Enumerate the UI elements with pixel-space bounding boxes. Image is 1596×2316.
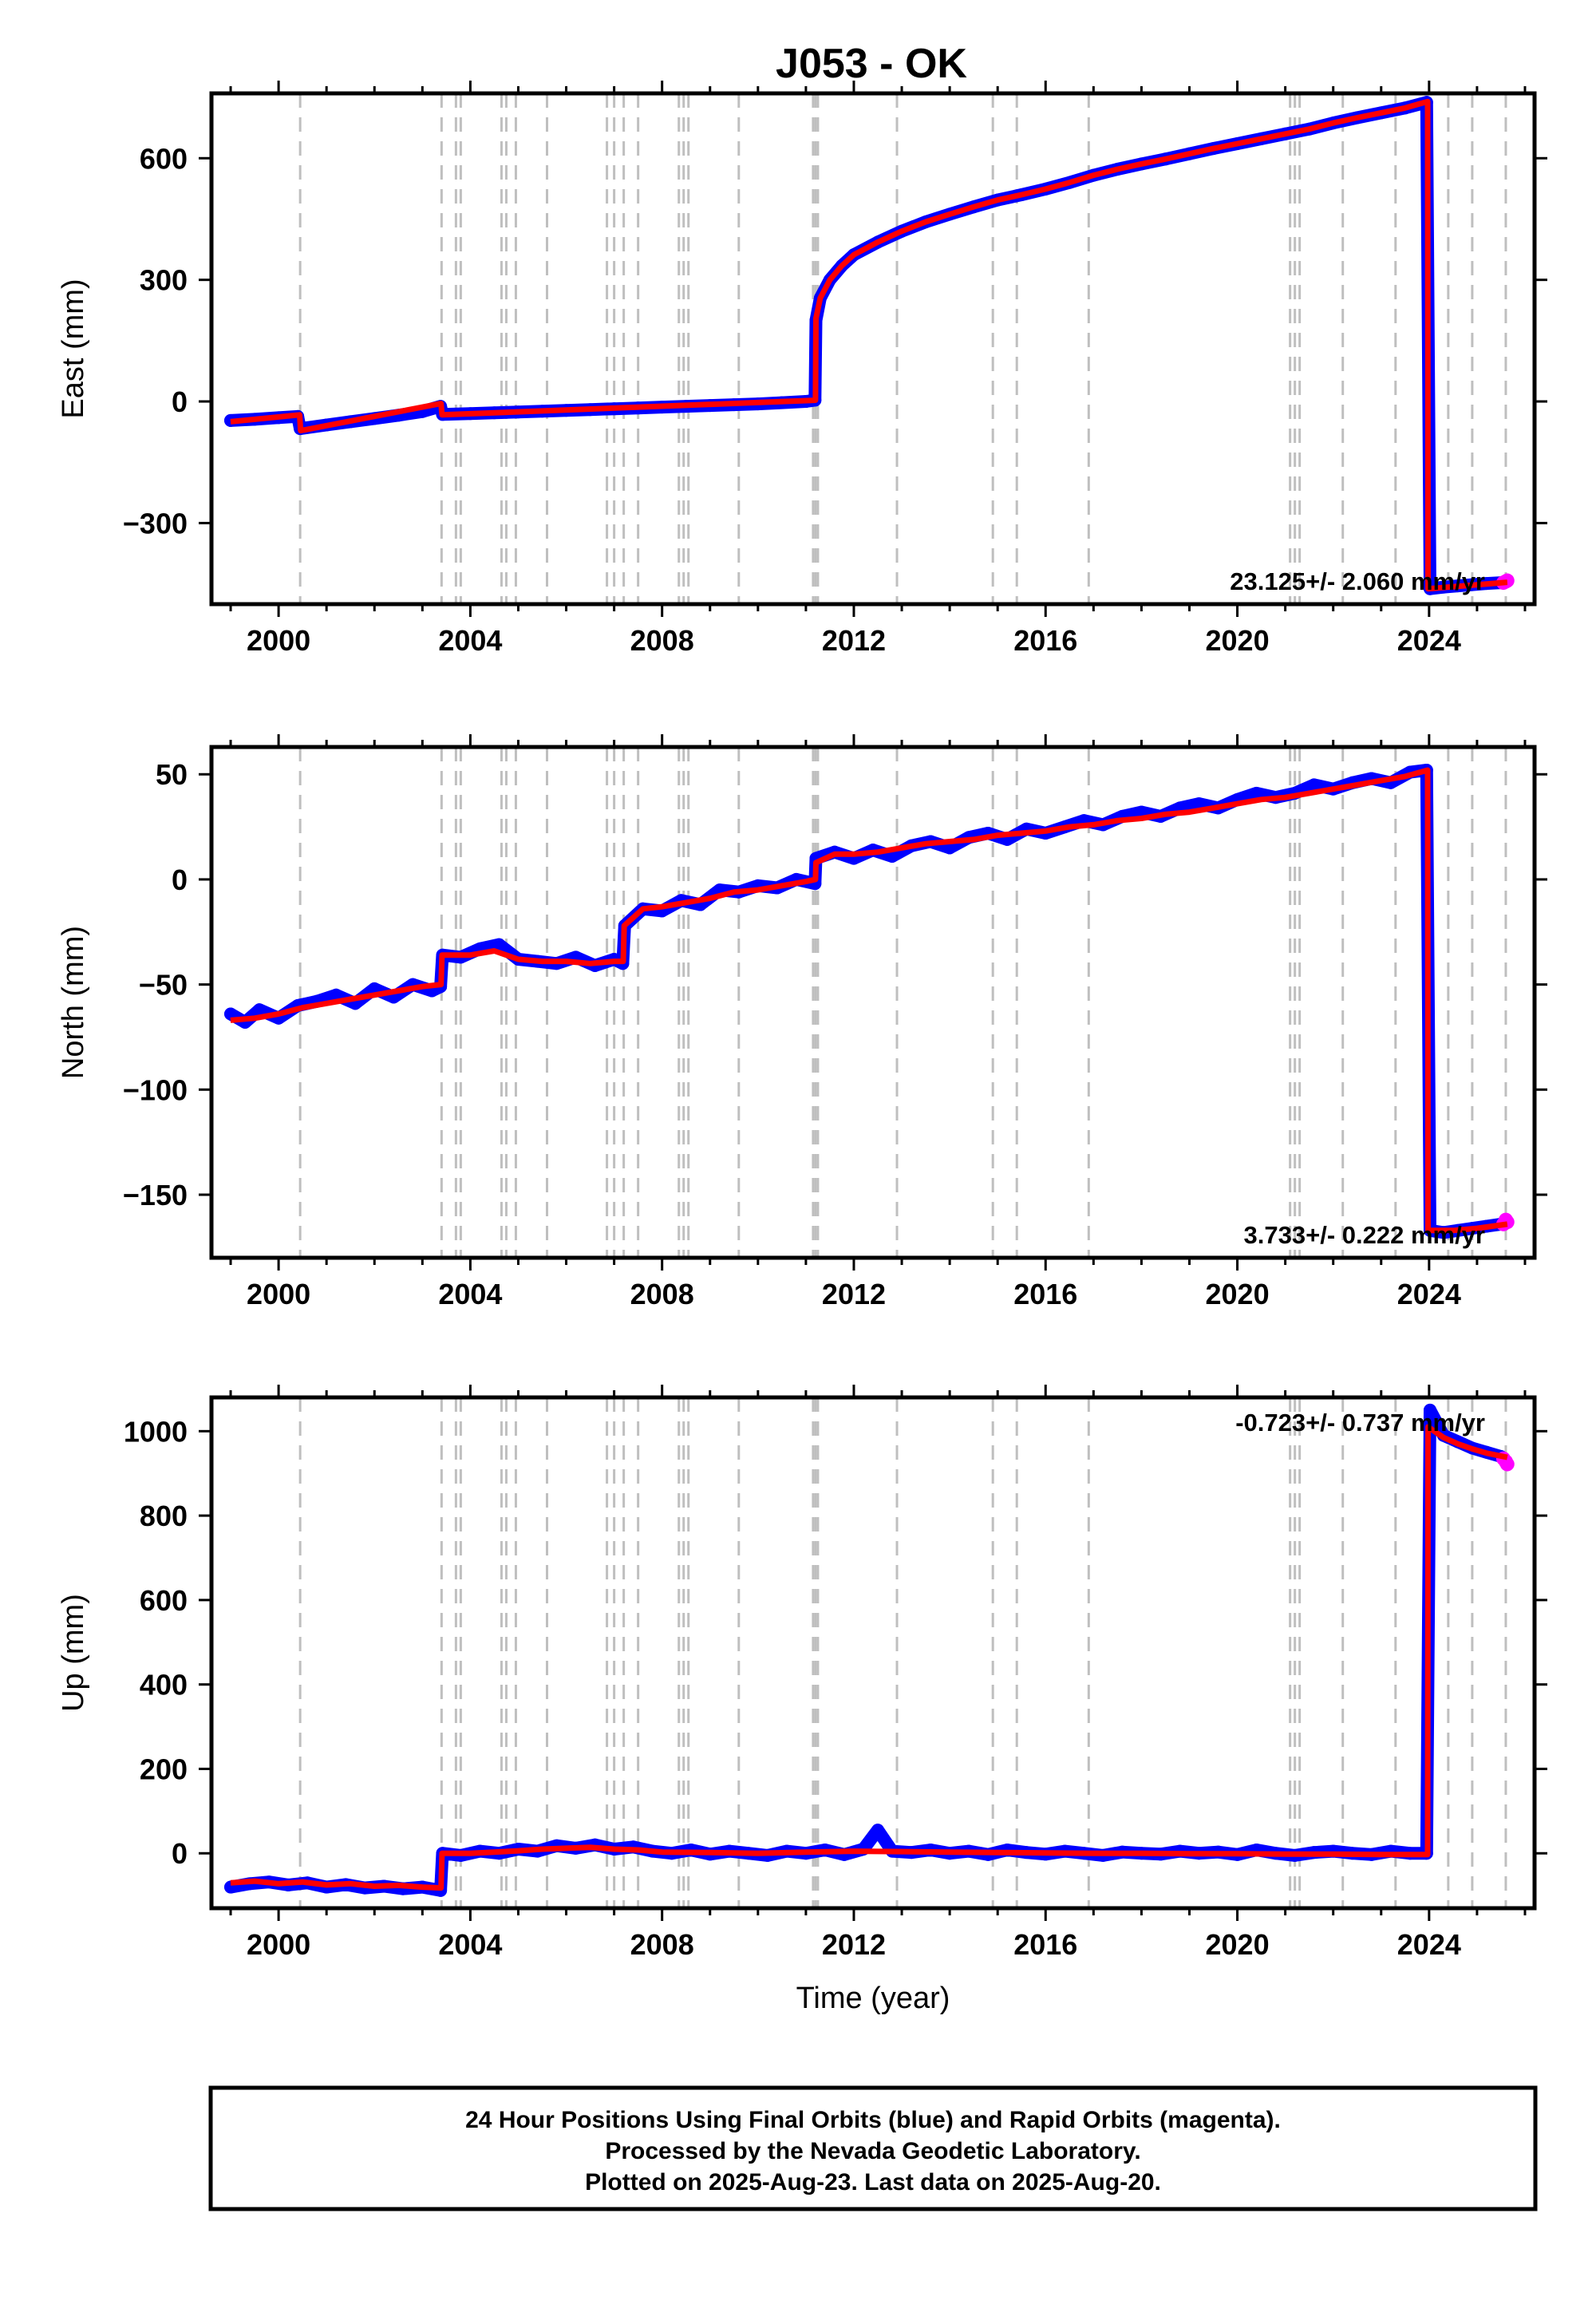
plot-frame — [209, 91, 1537, 607]
up-panel: 2000 2004 2008 2012 2016 2020 2024 0 200 400 600 80… — [57, 1385, 1547, 2015]
final-orbit-point — [224, 1007, 238, 1021]
y-tick-label: 800 — [140, 1500, 188, 1532]
footer-line: 24 Hour Positions Using Final Orbits (bl… — [465, 2107, 1281, 2133]
velocity-rate-label: 23.125+/- 2.060 mm/yr — [1230, 567, 1485, 595]
final-orbit-point — [871, 1824, 885, 1837]
rapid-orbit-point — [1499, 1456, 1515, 1472]
final-orbit-point — [1192, 797, 1206, 811]
y-tick-label: 50 — [156, 758, 188, 791]
plot-frame — [209, 1395, 1537, 1911]
x-tick-label: 2024 — [1397, 1278, 1461, 1310]
event-lines — [298, 1397, 1507, 1908]
final-orbit-point — [1424, 1403, 1437, 1417]
event-lines — [298, 747, 1507, 1258]
x-tick-label: 2008 — [630, 1928, 694, 1961]
y-axis-label: Up (mm) — [57, 1594, 90, 1712]
y-tick-label: 1000 — [124, 1415, 188, 1448]
final-orbit-point — [492, 938, 506, 951]
model-fit-line — [230, 1425, 1508, 1891]
footer-box: 24 Hour Positions Using Final Orbits (bl… — [208, 2085, 1538, 2211]
model-fit-line — [230, 768, 1508, 1233]
y-tick-label: −50 — [139, 969, 188, 1002]
event-lines — [298, 93, 1507, 604]
velocity-rate-label: 3.733+/- 0.222 mm/yr — [1244, 1221, 1485, 1249]
final-orbit-point — [886, 849, 899, 863]
x-tick-label: 2012 — [822, 1278, 886, 1310]
velocity-rate-label: -0.723+/- 0.737 mm/yr — [1235, 1409, 1485, 1437]
x-tick-label: 2020 — [1206, 1928, 1270, 1961]
final-orbit-point — [1307, 778, 1321, 792]
y-tick-label: 0 — [172, 864, 188, 896]
y-tick-label: −300 — [123, 507, 188, 539]
x-tick-label: 2020 — [1206, 624, 1270, 657]
footer-frame — [208, 2085, 1538, 2211]
east-panel: 2000 2004 2008 2012 2016 2020 2024 −300 0 300 600 E… — [57, 81, 1547, 657]
y-tick-label: 0 — [172, 1837, 188, 1870]
final-orbit-point — [330, 988, 343, 1002]
y-tick-label: 600 — [140, 142, 188, 175]
y-axis-label: North (mm) — [57, 926, 90, 1079]
x-tick-label: 2008 — [630, 624, 694, 657]
x-tick-label: 2024 — [1397, 624, 1461, 657]
y-tick-label: 600 — [140, 1584, 188, 1617]
x-tick-label: 2016 — [1013, 1928, 1077, 1961]
final-orbit-point — [943, 841, 957, 855]
footer-line: Processed by the Nevada Geodetic Laborat… — [605, 2138, 1140, 2164]
x-tick-label: 2012 — [822, 624, 886, 657]
x-tick-label: 2000 — [247, 624, 310, 657]
model-fit-line — [230, 99, 1508, 591]
y-tick-label: −150 — [123, 1179, 188, 1211]
y-tick-label: 0 — [172, 385, 188, 418]
x-tick-label: 2000 — [247, 1278, 310, 1310]
x-tick-label: 2008 — [630, 1278, 694, 1310]
y-axis-label: East (mm) — [57, 279, 90, 418]
plot-frame — [209, 745, 1537, 1260]
footer-line: Plotted on 2025-Aug-23. Last data on 202… — [585, 2169, 1161, 2195]
x-tick-label: 2020 — [1206, 1278, 1270, 1310]
x-tick-label: 2000 — [247, 1928, 310, 1961]
figure-title: J053 - OK — [776, 41, 967, 87]
x-tick-label: 2016 — [1013, 1278, 1077, 1310]
x-tick-label: 2004 — [438, 1278, 502, 1310]
y-tick-label: 200 — [140, 1753, 188, 1785]
y-tick-label: 300 — [140, 264, 188, 297]
final-orbit-point — [253, 1003, 267, 1017]
x-tick-label: 2012 — [822, 1928, 886, 1961]
x-tick-label: 2024 — [1397, 1928, 1461, 1961]
x-tick-label: 2016 — [1013, 624, 1077, 657]
y-tick-label: 400 — [140, 1669, 188, 1701]
x-axis-label: Time (year) — [796, 1982, 950, 2015]
x-tick-label: 2004 — [438, 1928, 502, 1961]
y-tick-label: −100 — [123, 1073, 188, 1106]
north-panel: 2000 2004 2008 2012 2016 2020 2024 −150 −100 −50 0… — [57, 734, 1547, 1310]
x-tick-label: 2004 — [438, 624, 502, 657]
final-orbit-point — [1250, 786, 1263, 800]
